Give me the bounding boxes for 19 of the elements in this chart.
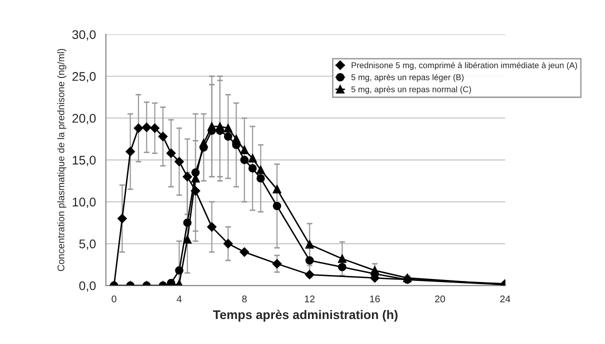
- legend-label: 5 mg, après un repas léger (B): [351, 74, 464, 82]
- x-tick-label: 4: [176, 296, 182, 302]
- y-tick-label: 20,0: [72, 114, 96, 124]
- y-tick-label: 15,0: [72, 156, 96, 166]
- x-tick-label: 24: [500, 296, 510, 302]
- legend-label: 5 mg, après un repas normal (C): [351, 86, 471, 94]
- x-tick-label: 8: [242, 296, 247, 302]
- y-tick-label: 5,0: [79, 239, 96, 250]
- x-tick-label: 20: [435, 296, 446, 302]
- y-tick-label: 0,0: [79, 281, 96, 292]
- legend-label: Prednisone 5 mg, comprimé à libération immédiate à jeun (A): [352, 62, 578, 70]
- y-tick-label: 25,0: [72, 72, 96, 82]
- x-tick-label: 0: [112, 296, 116, 302]
- x-tick-label: 16: [370, 296, 380, 302]
- x-tick-label: 12: [304, 296, 315, 302]
- y-tick-label: 30,0: [72, 30, 96, 41]
- y-axis-title: Concentration plasmatique de la prednisone (ng/ml): [57, 48, 66, 272]
- y-tick-label: 10,0: [72, 198, 96, 208]
- x-axis-title: Temps après administration (h): [213, 310, 398, 322]
